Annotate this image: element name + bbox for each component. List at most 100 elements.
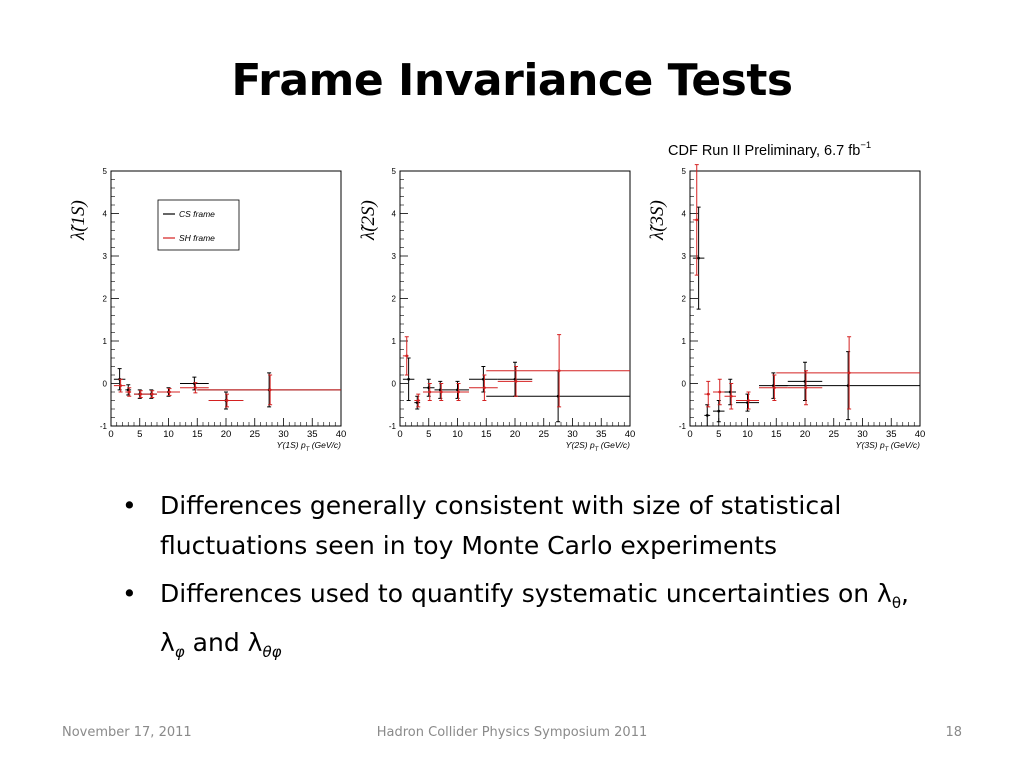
slide-title: Frame Invariance Tests [231,55,793,106]
chart1-ytick-label: 5 [103,167,108,176]
chart1-sh-frame-point [119,384,123,388]
chart1-sh-frame-point [193,386,197,390]
chart1-legend-box [157,199,240,251]
chart2-xtick-label: 10 [452,429,463,440]
chart2-ytick-label: 4 [392,210,397,219]
chart1-xtick-label: 35 [307,429,318,440]
chart3-sh-frame-point [718,390,722,394]
bullet-subscript: φ [174,643,185,661]
chart1-sh-frame-point [139,392,143,396]
chart3-xlabel: ϒ(3S) pT (GeV/c) [855,440,920,453]
chart3-xtick-label: 5 [716,429,721,440]
bullet-subscript: θφ [262,643,282,661]
chart1-ytick-label: 0 [103,380,108,389]
bullet-text: and λ [184,628,263,657]
chart3-xtick-label: 20 [800,429,811,440]
chart1-xtick-label: 10 [163,429,174,440]
chart2-xtick-label: 0 [397,429,402,440]
chart1-xtick-label: 15 [192,429,203,440]
chart3-sh-frame-point [695,218,699,222]
footer-page-number: 18 [945,725,962,740]
chart3-xtick-label: 25 [828,429,839,440]
chart1-xtick-label: 0 [108,429,113,440]
footer-event: Hadron Collider Physics Symposium 2011 [376,725,648,740]
chart1-xtick-label: 25 [249,429,260,440]
chart1-sh-frame-point [225,399,229,402]
preliminary-label: CDF Run II Preliminary, 6.7 fb−1 [668,140,871,159]
chart2-sh-frame-point [482,386,486,390]
chart1-xtick-label: 30 [278,429,289,440]
chart3-xtick-label: 0 [687,429,692,440]
chart2-ytick-label: 2 [392,295,397,304]
chart2-xtick-label: 20 [510,429,521,440]
chart3-sh-frame-point [729,394,733,398]
chart2-ytick-label: 5 [392,167,397,176]
chart3-sh-frame-point [804,386,808,390]
chart2-xtick-label: 15 [481,429,492,440]
chart3-ytick-label: 0 [682,380,687,389]
chart2-sh-frame-point [514,379,518,383]
chart2-sh-frame-point [405,354,409,358]
chart3-xtick-label: 40 [915,429,926,440]
chart1-sh-frame-point [127,390,131,394]
chart1-sh-frame-point [150,392,154,396]
chart2-xtick-label: 30 [567,429,578,440]
bullet-dot-icon: • [122,491,137,520]
chart1-ytick-label: 2 [103,295,108,304]
footer-date: November 17, 2011 [62,725,192,740]
chart1-sh-frame-point [168,390,171,394]
chart1-ytick-label: 3 [103,252,108,261]
chart3-ytick-label: 4 [682,210,687,219]
bullet-item: • Differences generally consistent with s… [118,486,918,566]
bullet-dot-icon: • [122,579,137,608]
bullet-text: Differences generally consistent with si… [160,491,842,560]
chart3-sh-frame-point [706,392,710,396]
bullet-item: • Differences used to quantify systematic… [118,574,918,672]
chart1-ytick-label: 1 [103,337,108,346]
chart2-xtick-label: 40 [625,429,636,440]
chart3-cs-frame-point [717,409,721,413]
chart3-cs-frame-point [697,256,701,260]
chart3-xtick-label: 35 [886,429,897,440]
chart3-sh-frame-point [747,399,750,402]
chart1-xlabel: ϒ(1S) pT (GeV/c) [276,440,341,453]
chart1-ytick-label: -1 [100,422,108,431]
chart2-ytick-label: -1 [389,422,397,431]
chart1-xtick-label: 20 [221,429,232,440]
chart2-cs-frame-point [407,377,411,381]
chart1-legend-label: SH frame [179,233,215,243]
chart3-xtick-label: 15 [771,429,782,440]
bullet-text: , λ [160,579,909,657]
chart2-sh-frame-point [428,390,432,394]
chart2-xtick-label: 25 [538,429,549,440]
chart1-ytick-label: 4 [103,210,108,219]
chart3-ytick-label: -1 [679,422,687,431]
chart2-sh-frame-point [557,369,561,373]
chart2-xtick-label: 35 [596,429,607,440]
chart3-ytick-label: 5 [682,167,687,176]
preliminary-text: CDF Run II Preliminary, 6.7 fb [668,143,861,159]
chart1-xtick-label: 40 [336,429,347,440]
chart3-ytick-label: 2 [682,295,687,304]
chart2-sh-frame-point [457,390,460,394]
chart3-xtick-label: 30 [857,429,868,440]
chart2-ytick-label: 3 [392,252,397,261]
chart1-legend-label: CS frame [179,209,215,219]
chart3-ytick-label: 3 [682,252,687,261]
chart1-xtick-label: 5 [137,429,142,440]
chart2-ytick-label: 1 [392,337,397,346]
chart1-sh-frame-point [268,388,272,392]
chart3-sh-frame-point [772,386,776,390]
chart2-sh-frame-point [439,390,443,394]
bullet-list: • Differences generally consistent with s… [118,486,918,680]
chart3-xtick-label: 10 [742,429,753,440]
chart2-xtick-label: 5 [426,429,431,440]
chart2-xlabel: ϒ(2S) pT (GeV/c) [565,440,630,453]
chart3-ytick-label: 1 [682,337,687,346]
bullet-subscript: θ [891,594,902,612]
preliminary-exponent: −1 [860,140,872,151]
chart3-sh-frame-point [847,371,851,375]
chart3-cs-frame-point [705,413,709,417]
chart2-sh-frame-point [416,399,420,402]
